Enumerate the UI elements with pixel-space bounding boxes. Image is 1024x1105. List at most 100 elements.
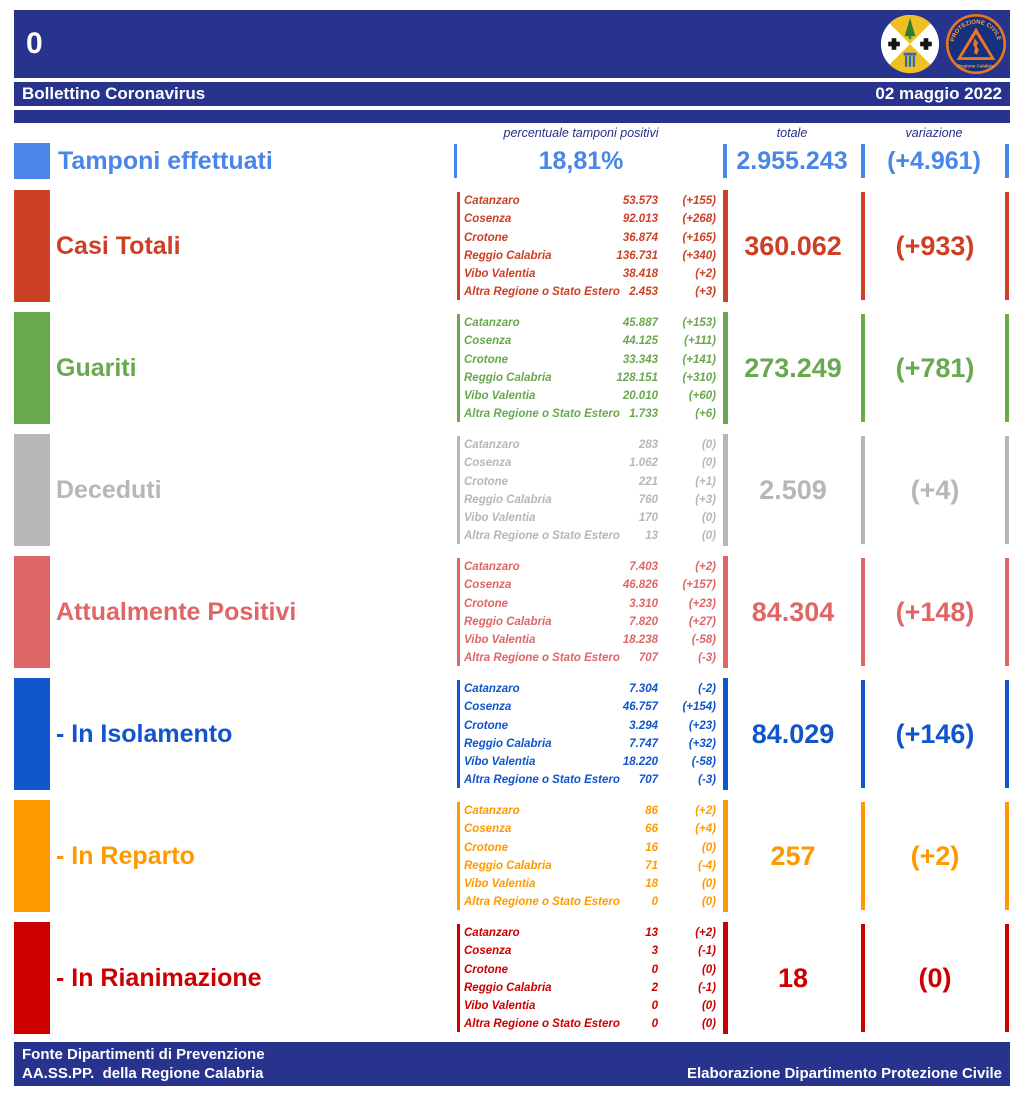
province-value: 707 xyxy=(638,652,658,665)
column-icon xyxy=(903,52,917,67)
province-variation: (+1) xyxy=(695,475,716,488)
province-variation: (0) xyxy=(701,457,716,470)
section-label: - In Reparto xyxy=(56,841,195,870)
province-name: Crotone xyxy=(464,353,509,366)
province-name: Crotone xyxy=(464,719,509,732)
province-variation: (+154) xyxy=(682,701,716,714)
province-row: Altra Regione o Stato Estero 707 (-3) xyxy=(464,771,716,789)
province-value: 128.151 xyxy=(616,371,658,384)
province-row: Reggio Calabria 128.151 (+310) xyxy=(464,369,716,387)
province-value: 283 xyxy=(638,439,658,451)
province-row: Reggio Calabria 760 (+3) xyxy=(464,491,716,509)
separator xyxy=(1005,680,1009,788)
section-total: 2.509 xyxy=(759,474,827,505)
province-variation: (+3) xyxy=(695,493,716,506)
province-name: Catanzaro xyxy=(464,927,520,939)
province-row: Altra Regione o Stato Estero 2.453 (+3) xyxy=(464,283,716,301)
province-name: Cosenza xyxy=(464,213,512,226)
province-name: Cosenza xyxy=(464,579,512,592)
province-row: Catanzaro 45.887 (+153) xyxy=(464,314,716,332)
province-value: 13 xyxy=(645,927,658,939)
province-row: Altra Regione o Stato Estero 0 (0) xyxy=(464,893,716,911)
section-total: 84.029 xyxy=(751,718,835,749)
province-value: 0 xyxy=(651,1018,658,1031)
section-label: Deceduti xyxy=(56,475,162,504)
footer-elaboration: Elaborazione Dipartimento Protezione Civ… xyxy=(686,1065,1002,1082)
province-row: Cosenza 46.757 (+154) xyxy=(464,698,716,716)
province-row: Catanzaro 283 (0) xyxy=(464,436,716,454)
province-row: Cosenza 92.013 (+268) xyxy=(464,210,716,228)
province-list: Catanzaro 45.887 (+153) Cosenza 44.125 (… xyxy=(464,314,716,424)
province-variation: (0) xyxy=(701,1000,716,1013)
detail-left-rule xyxy=(457,314,460,422)
province-name: Catanzaro xyxy=(464,317,520,329)
province-value: 71 xyxy=(645,859,658,872)
province-row: Crotone 3.310 (+23) xyxy=(464,595,716,613)
tamponi-row: Tamponi effettuati 18,81% 2.955.243 (+4.… xyxy=(0,142,1024,180)
province-value: 136.731 xyxy=(616,249,658,262)
section-color-swatch xyxy=(14,190,50,302)
province-name: Vibo Valentia xyxy=(464,756,536,769)
province-value: 66 xyxy=(645,823,658,836)
province-value: 38.418 xyxy=(622,268,658,281)
province-name: Vibo Valentia xyxy=(464,268,536,281)
province-value: 46.757 xyxy=(622,701,658,714)
province-variation: (0) xyxy=(701,512,716,525)
province-name: Cosenza xyxy=(464,457,512,470)
province-list: Catanzaro 53.573 (+155) Cosenza 92.013 (… xyxy=(464,192,716,302)
section-variation: (+148) xyxy=(895,596,975,627)
province-variation: (-1) xyxy=(698,981,716,994)
section-total: 360.062 xyxy=(744,230,842,261)
tamponi-percent-value: 18,81% xyxy=(538,147,624,175)
province-value: 53.573 xyxy=(622,195,658,207)
separator xyxy=(861,144,865,178)
separator xyxy=(723,556,728,668)
regione-calabria-logo-icon xyxy=(880,14,940,74)
detail-left-rule xyxy=(457,192,460,300)
province-row: Altra Regione o Stato Estero 1.733 (+6) xyxy=(464,405,716,423)
separator xyxy=(861,192,865,300)
detail-left-rule xyxy=(457,436,460,544)
province-value: 707 xyxy=(638,774,658,787)
tamponi-color-swatch xyxy=(14,143,50,179)
province-name: Catanzaro xyxy=(464,195,520,207)
province-row: Altra Regione o Stato Estero 0 (0) xyxy=(464,1015,716,1033)
section-total: 84.304 xyxy=(751,596,835,627)
separator xyxy=(861,436,865,544)
column-header-percent: percentuale tamponi positivi xyxy=(503,126,659,140)
province-row: Crotone 16 (0) xyxy=(464,839,716,857)
separator xyxy=(861,314,865,422)
province-variation: (-3) xyxy=(698,652,716,665)
province-variation: (+2) xyxy=(695,268,716,281)
logo-bottom-text: Regione Calabria xyxy=(958,64,995,69)
province-name: Catanzaro xyxy=(464,439,520,451)
province-row: Crotone 0 (0) xyxy=(464,961,716,979)
province-list: Catanzaro 7.403 (+2) Cosenza 46.826 (+15… xyxy=(464,558,716,668)
province-row: Crotone 33.343 (+141) xyxy=(464,351,716,369)
province-value: 20.010 xyxy=(622,390,658,403)
province-name: Cosenza xyxy=(464,701,512,714)
province-value: 16 xyxy=(645,841,658,854)
province-variation: (+155) xyxy=(682,195,716,207)
province-row: Crotone 36.874 (+165) xyxy=(464,229,716,247)
province-name: Cosenza xyxy=(464,945,512,958)
province-list: Catanzaro 283 (0) Cosenza 1.062 (0) Crot… xyxy=(464,436,716,546)
province-variation: (+27) xyxy=(688,615,716,628)
province-row: Vibo Valentia 170 (0) xyxy=(464,509,716,527)
province-name: Crotone xyxy=(464,841,509,854)
province-value: 2.453 xyxy=(629,286,658,299)
province-row: Cosenza 66 (+4) xyxy=(464,820,716,838)
province-name: Crotone xyxy=(464,597,509,610)
province-variation: (0) xyxy=(701,896,716,909)
separator xyxy=(1005,144,1009,178)
separator xyxy=(1005,436,1009,544)
section-color-swatch xyxy=(14,678,50,790)
province-list: Catanzaro 86 (+2) Cosenza 66 (+4) Croton… xyxy=(464,802,716,912)
province-row: Altra Regione o Stato Estero 13 (0) xyxy=(464,527,716,545)
province-name: Crotone xyxy=(464,231,509,244)
province-name: Catanzaro xyxy=(464,805,520,817)
province-variation: (0) xyxy=(701,530,716,543)
province-row: Vibo Valentia 18.220 (-58) xyxy=(464,753,716,771)
section-total: 257 xyxy=(770,840,816,871)
province-variation: (-3) xyxy=(698,774,716,787)
